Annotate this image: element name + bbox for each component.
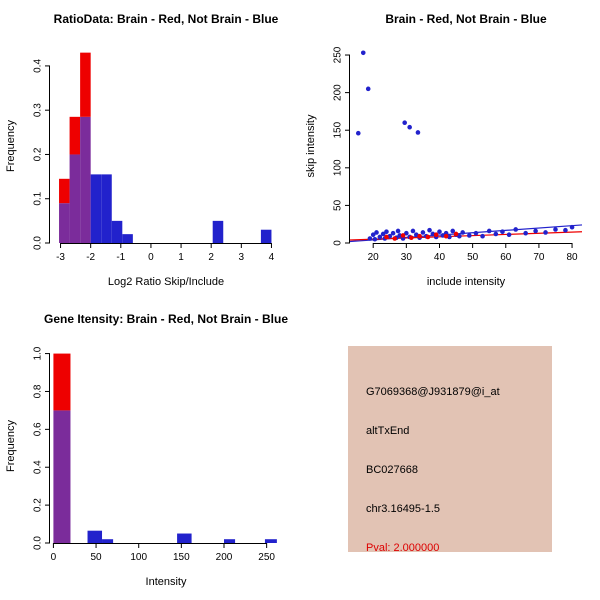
histogram-bars <box>53 353 277 543</box>
ratio-histogram-chart: RatioData: Brain - Red, Not Brain - Blue… <box>5 12 279 288</box>
svg-text:-1: -1 <box>116 252 125 263</box>
svg-text:70: 70 <box>533 252 545 263</box>
svg-text:-3: -3 <box>56 252 65 263</box>
splice-event-type: altTxEnd <box>366 425 410 437</box>
svg-text:50: 50 <box>333 199 344 211</box>
svg-text:-2: -2 <box>86 252 95 263</box>
svg-text:0.6: 0.6 <box>33 422 44 436</box>
y-axis-label: skip intensity <box>305 114 317 177</box>
panel-info: G7069368@J931879@i_at altTxEnd BC027668 … <box>300 300 600 600</box>
svg-text:0.4: 0.4 <box>33 460 44 474</box>
svg-text:0.8: 0.8 <box>33 384 44 398</box>
panel-skip-include-scatter: Brain - Red, Not Brain - Blue include in… <box>300 0 600 300</box>
svg-text:60: 60 <box>500 252 512 263</box>
y-axis-label: Frequency <box>5 120 17 172</box>
chart-title: Gene Itensity: Brain - Red, Not Brain - … <box>44 312 288 326</box>
plot-area: 20 30 40 50 60 70 80 0 50 100 150 200 250 <box>333 46 583 263</box>
x-axis-label: Log2 Ratio Skip/Include <box>108 276 224 288</box>
svg-text:40: 40 <box>434 252 446 263</box>
svg-text:0: 0 <box>148 252 154 263</box>
svg-text:100: 100 <box>333 159 344 176</box>
svg-text:50: 50 <box>467 252 479 263</box>
plot-area: 0 50 100 150 200 250 0.0 0.2 0.4 0.6 0.8 1.0 <box>33 346 277 563</box>
svg-text:0.2: 0.2 <box>33 147 44 161</box>
svg-text:0.3: 0.3 <box>33 103 44 117</box>
svg-text:250: 250 <box>258 552 275 563</box>
svg-text:1.0: 1.0 <box>33 346 44 360</box>
svg-text:0: 0 <box>333 240 344 246</box>
chromosome-location: chr3.16495-1.5 <box>366 503 440 515</box>
svg-text:0.4: 0.4 <box>33 59 44 73</box>
info-box: G7069368@J931879@i_at altTxEnd BC027668 … <box>348 346 552 554</box>
pval-text: Pval: 2.000000 <box>366 542 440 554</box>
svg-text:0: 0 <box>51 552 57 563</box>
panel-ratio-histogram: RatioData: Brain - Red, Not Brain - Blue… <box>0 0 300 300</box>
histogram-bars <box>59 52 272 243</box>
svg-text:30: 30 <box>401 252 413 263</box>
x-axis-label: include intensity <box>427 276 506 288</box>
accession-number: BC027668 <box>366 464 418 476</box>
gene-intensity-histogram-chart: Gene Itensity: Brain - Red, Not Brain - … <box>5 312 288 588</box>
plot-area: -3 -2 -1 0 1 2 3 4 0.0 0.1 0.2 0.3 0.4 <box>33 52 275 263</box>
svg-text:4: 4 <box>269 252 275 263</box>
svg-text:0.2: 0.2 <box>33 498 44 512</box>
svg-text:100: 100 <box>130 552 147 563</box>
y-axis-label: Frequency <box>5 420 17 472</box>
svg-text:3: 3 <box>239 252 245 263</box>
x-axis-label: Intensity <box>146 576 187 588</box>
svg-text:200: 200 <box>333 84 344 101</box>
svg-text:0.0: 0.0 <box>33 236 44 250</box>
svg-text:0.0: 0.0 <box>33 536 44 550</box>
svg-text:150: 150 <box>173 552 190 563</box>
panel-gene-intensity-histogram: Gene Itensity: Brain - Red, Not Brain - … <box>0 300 300 600</box>
svg-text:1: 1 <box>178 252 184 263</box>
skip-include-scatter-chart: Brain - Red, Not Brain - Blue include in… <box>305 12 583 288</box>
probe-id: G7069368@J931879@i_at <box>366 386 500 398</box>
scatter-points-not-brain <box>355 50 575 242</box>
svg-text:200: 200 <box>216 552 233 563</box>
chart-title: RatioData: Brain - Red, Not Brain - Blue <box>54 12 279 26</box>
chart-title: Brain - Red, Not Brain - Blue <box>385 12 547 26</box>
scatter-points-brain <box>384 231 459 241</box>
svg-text:0.1: 0.1 <box>33 191 44 205</box>
svg-text:250: 250 <box>333 46 344 63</box>
svg-text:150: 150 <box>333 121 344 138</box>
svg-text:20: 20 <box>368 252 380 263</box>
svg-text:50: 50 <box>90 552 102 563</box>
svg-text:80: 80 <box>566 252 578 263</box>
svg-text:2: 2 <box>208 252 214 263</box>
